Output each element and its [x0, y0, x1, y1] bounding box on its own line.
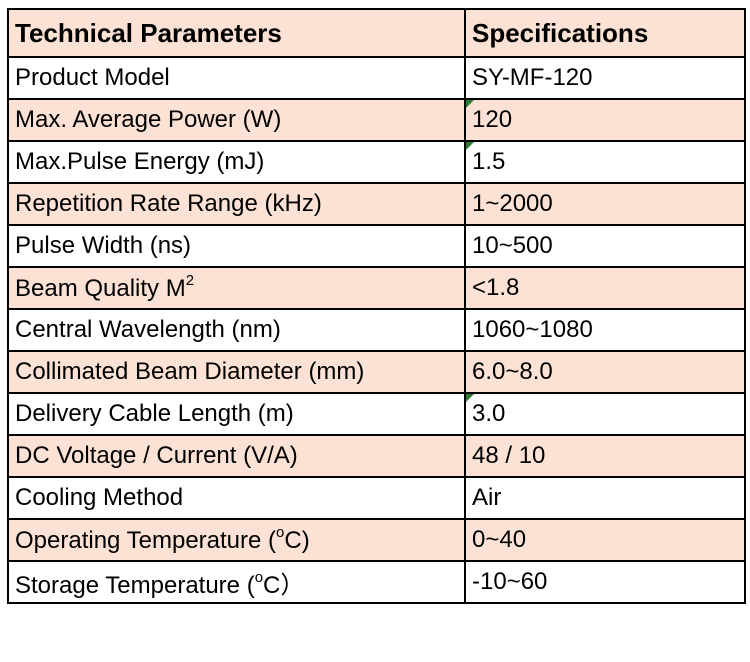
spec-table: Technical Parameters Specifications Prod… [7, 8, 746, 604]
table-row: Storage Temperature (oC） -10~60 [7, 560, 746, 604]
param-operating-temperature: Operating Temperature (oC) [7, 518, 466, 562]
param-text: Operating Temperature ( [15, 526, 277, 554]
comment-marker [467, 395, 474, 402]
table-row: Product Model SY-MF-120 [7, 56, 746, 100]
table-row: Operating Temperature (oC) 0~40 [7, 518, 746, 562]
param-max-average-power: Max. Average Power (W) [7, 98, 466, 142]
param-max-pulse-energy: Max.Pulse Energy (mJ) [7, 140, 466, 184]
table-row: Cooling Method Air [7, 476, 746, 520]
param-delivery-cable-length: Delivery Cable Length (m) [7, 392, 466, 436]
param-dc-voltage-current: DC Voltage / Current (V/A) [7, 434, 466, 478]
value-text: 120 [472, 106, 513, 133]
param-text: Beam Quality M [15, 274, 186, 302]
value-operating-temperature: 0~40 [464, 518, 746, 562]
value-delivery-cable-length: 3.0 [464, 392, 746, 436]
value-pulse-width: 10~500 [464, 224, 746, 268]
comment-marker [467, 143, 474, 150]
value-collimated-beam-diameter: 6.0~8.0 [464, 350, 746, 394]
table-row: Pulse Width (ns) 10~500 [7, 224, 746, 268]
value-dc-voltage-current: 48 / 10 [464, 434, 746, 478]
spec-table-container: Technical Parameters Specifications Prod… [7, 8, 746, 604]
superscript: o [254, 568, 264, 586]
param-pulse-width: Pulse Width (ns) [7, 224, 466, 268]
table-row: Beam Quality M2 <1.8 [7, 266, 746, 310]
header-technical-parameters: Technical Parameters [7, 8, 466, 58]
param-central-wavelength: Central Wavelength (nm) [7, 308, 466, 352]
header-specifications: Specifications [464, 8, 746, 58]
param-product-model: Product Model [7, 56, 466, 100]
table-row: Collimated Beam Diameter (mm) 6.0~8.0 [7, 350, 746, 394]
param-storage-temperature: Storage Temperature (oC） [7, 560, 466, 604]
value-product-model: SY-MF-120 [464, 56, 746, 100]
table-row: Max.Pulse Energy (mJ) 1.5 [7, 140, 746, 184]
table-row: Delivery Cable Length (m) 3.0 [7, 392, 746, 436]
param-beam-quality: Beam Quality M2 [7, 266, 466, 310]
table-header-row: Technical Parameters Specifications [7, 8, 746, 58]
value-central-wavelength: 1060~1080 [464, 308, 746, 352]
table-row: Central Wavelength (nm) 1060~1080 [7, 308, 746, 352]
value-text: 3.0 [472, 400, 506, 427]
param-collimated-beam-diameter: Collimated Beam Diameter (mm) [7, 350, 466, 394]
superscript: o [276, 523, 285, 541]
table-row: DC Voltage / Current (V/A) 48 / 10 [7, 434, 746, 478]
superscript: 2 [185, 271, 195, 289]
table-row: Repetition Rate Range (kHz) 1~2000 [7, 182, 746, 226]
value-beam-quality: <1.8 [464, 266, 746, 310]
param-tail: C) [284, 526, 310, 554]
value-max-average-power: 120 [464, 98, 746, 142]
value-max-pulse-energy: 1.5 [464, 140, 746, 184]
value-text: 1.5 [472, 148, 506, 175]
param-repetition-rate-range: Repetition Rate Range (kHz) [7, 182, 466, 226]
value-storage-temperature: -10~60 [464, 560, 746, 604]
value-cooling-method: Air [464, 476, 746, 520]
value-repetition-rate-range: 1~2000 [464, 182, 746, 226]
param-cooling-method: Cooling Method [7, 476, 466, 520]
param-tail: C） [263, 571, 305, 599]
table-row: Max. Average Power (W) 120 [7, 98, 746, 142]
comment-marker [467, 101, 474, 108]
param-text: Storage Temperature ( [15, 571, 255, 599]
